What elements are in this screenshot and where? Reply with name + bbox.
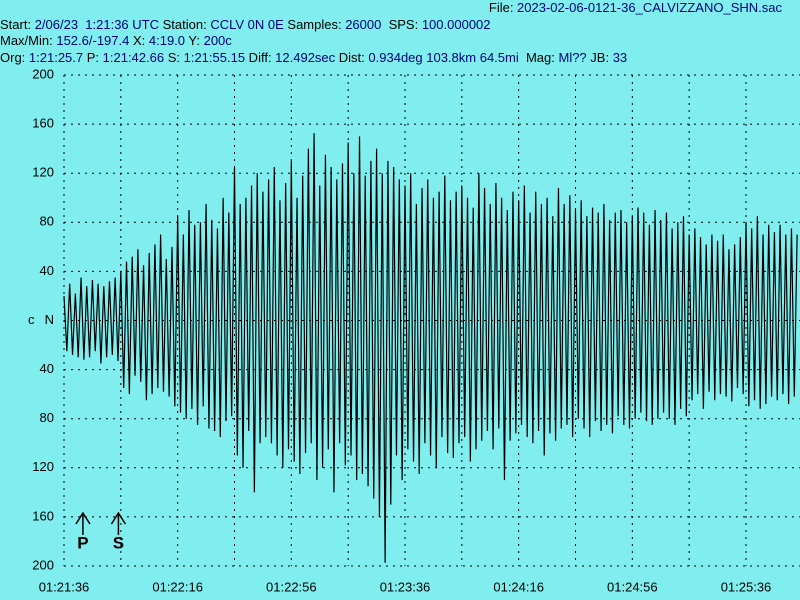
y-tick-label: 200 bbox=[32, 66, 54, 81]
header-value: 33 bbox=[612, 49, 628, 65]
header-value: 0.934deg 103.8km 64.5mi bbox=[368, 49, 519, 65]
x-tick-label: 01:25:36 bbox=[721, 579, 772, 594]
header-value: 152.6/-197.4 bbox=[56, 33, 130, 48]
waveform bbox=[63, 133, 798, 563]
y-tick-label: 160 bbox=[32, 508, 54, 523]
y-tick-label: 40 bbox=[40, 361, 54, 376]
header-line: Max/Min: 152.6/-197.4 X: 4:19.0 Y: 200c bbox=[0, 33, 800, 50]
pick-arrow bbox=[75, 511, 91, 535]
x-tick-label: 01:22:16 bbox=[152, 579, 203, 594]
header-label: SPS: bbox=[381, 16, 422, 32]
pick-label: S bbox=[113, 533, 124, 552]
y-tick-label: 80 bbox=[40, 410, 54, 425]
header-value: 200c bbox=[203, 33, 232, 48]
pick-arrow bbox=[110, 511, 127, 535]
y-tick-label: 120 bbox=[32, 459, 54, 474]
header-label: Samples: bbox=[283, 16, 346, 32]
header-value: 2/06/23 1:21:36 UTC bbox=[34, 16, 159, 32]
header-value: 100.000002 bbox=[421, 16, 491, 32]
header-value: 12.492sec bbox=[275, 49, 336, 65]
x-tick-label: 01:23:36 bbox=[380, 579, 431, 594]
header-value: 1:21:25.7 bbox=[28, 49, 84, 65]
header-label: Mag: bbox=[518, 49, 559, 65]
y-tick-label: 40 bbox=[40, 263, 54, 278]
x-tick-label: 01:22:56 bbox=[266, 579, 317, 594]
header-label: Diff: bbox=[245, 49, 276, 65]
header-value: 1:21:42.66 bbox=[102, 49, 165, 65]
header-value: Ml?? bbox=[558, 49, 587, 65]
header-label: P: bbox=[83, 49, 103, 65]
header-value: 1:21:55.15 bbox=[183, 49, 246, 65]
header-label: Dist: bbox=[335, 49, 369, 65]
header-label: S: bbox=[164, 49, 184, 65]
x-tick-label: 01:24:56 bbox=[607, 579, 658, 594]
header-label: Station: bbox=[159, 16, 211, 32]
header-line: Org: 1:21:25.7 P: 1:21:42.66 S: 1:21:55.… bbox=[0, 50, 800, 67]
header-label: Y: bbox=[185, 33, 204, 48]
header-value: 26000 bbox=[345, 16, 382, 32]
header-label: File: bbox=[488, 0, 518, 15]
y-tick-label: N bbox=[45, 312, 54, 327]
header-value: CCLV 0N 0E bbox=[210, 16, 284, 32]
header-label: JB: bbox=[586, 49, 613, 65]
y-tick-label: 160 bbox=[32, 116, 54, 131]
header-value: 4:19.0 bbox=[148, 33, 186, 48]
channel-label: c bbox=[28, 312, 35, 327]
y-tick-label: 200 bbox=[32, 557, 54, 572]
x-tick-label: 01:21:36 bbox=[39, 579, 90, 594]
header: File: 2023-02-06-0121-36_CALVIZZANO_SHN.… bbox=[0, 0, 800, 66]
header-line: Start: 2/06/23 1:21:36 UTC Station: CCLV… bbox=[0, 17, 800, 34]
header-label: Org: bbox=[0, 49, 29, 65]
x-tick-label: 01:24:16 bbox=[493, 579, 544, 594]
header-label: Max/Min: bbox=[0, 33, 57, 48]
y-tick-label: 120 bbox=[32, 165, 54, 180]
y-tick-label: 80 bbox=[40, 214, 54, 229]
header-label: X: bbox=[129, 33, 149, 48]
header-value: 2023-02-06-0121-36_CALVIZZANO_SHN.sac bbox=[517, 0, 782, 15]
pick-label: P bbox=[77, 533, 88, 552]
header-label: Start: bbox=[0, 16, 35, 32]
header-line: File: 2023-02-06-0121-36_CALVIZZANO_SHN.… bbox=[0, 0, 800, 17]
